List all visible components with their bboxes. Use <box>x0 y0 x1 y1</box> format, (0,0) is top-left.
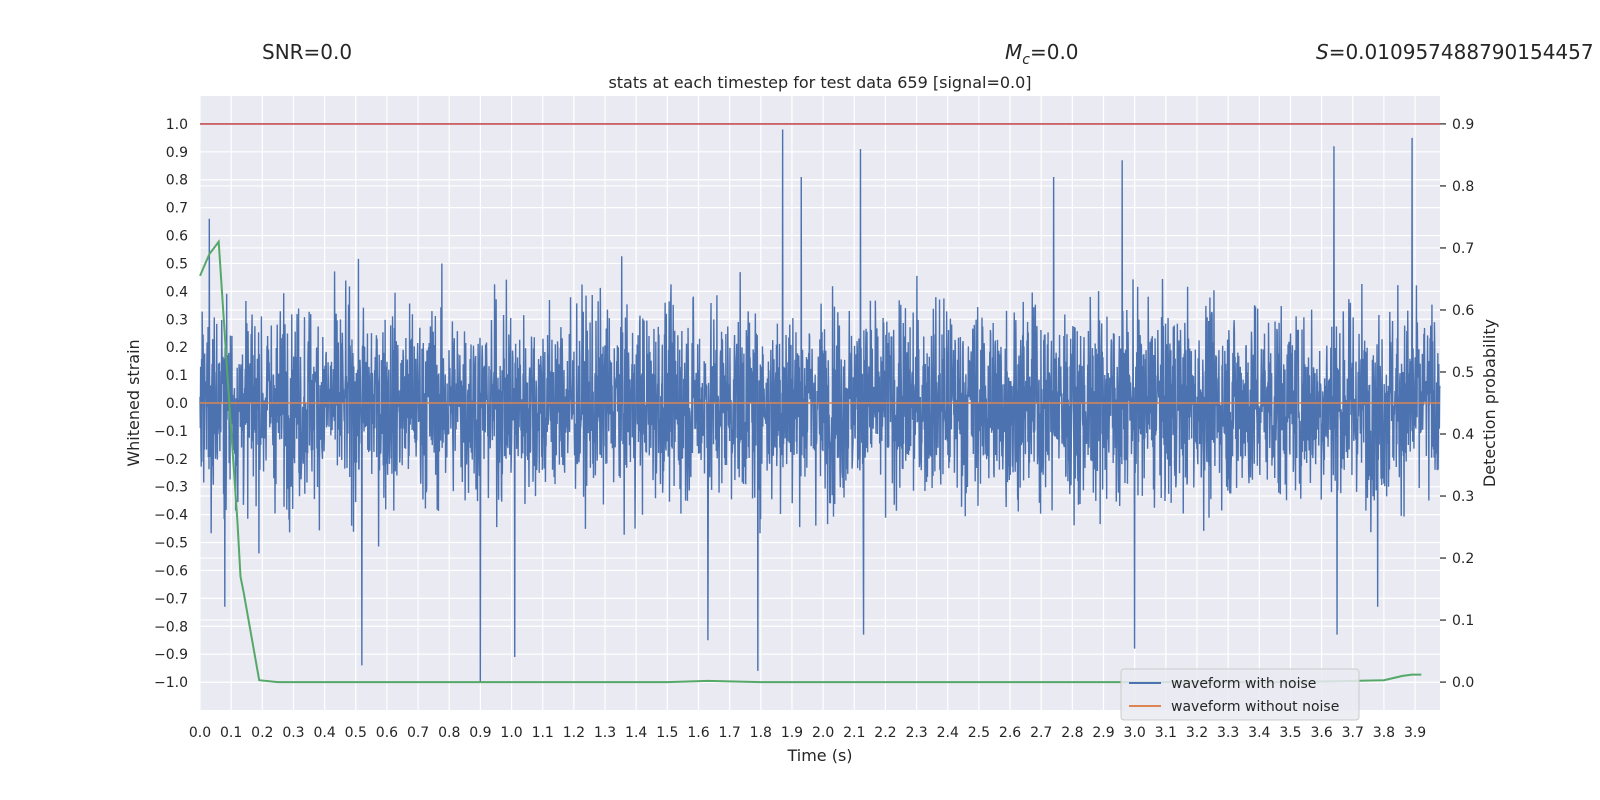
x-tick-label: 3.2 <box>1186 725 1208 741</box>
y2-tick-label: 0.1 <box>1452 613 1474 629</box>
y-tick-label: −0.9 <box>154 647 188 663</box>
y-tick-label: −0.7 <box>154 591 188 607</box>
x-tick-label: 1.6 <box>687 725 709 741</box>
x-tick-label: 1.3 <box>594 725 616 741</box>
x-tick-label: 0.3 <box>282 725 304 741</box>
y2-axis-label: Detection probability <box>1480 319 1499 487</box>
legend-label: waveform with noise <box>1171 676 1316 692</box>
x-tick-label: 0.0 <box>189 725 211 741</box>
y-tick-label: −0.2 <box>154 452 188 468</box>
x-tick-label: 1.7 <box>719 725 741 741</box>
y-tick-label: −0.3 <box>154 480 188 496</box>
y-tick-label: 0.8 <box>166 173 188 189</box>
grid <box>199 96 1440 710</box>
y-tick-label: 0.0 <box>166 396 188 412</box>
mc-subscript: c <box>1022 52 1030 68</box>
x-tick-label: 0.2 <box>251 725 273 741</box>
y-tick-label: −1.0 <box>154 675 188 691</box>
mc-value: =0.0 <box>1029 40 1079 64</box>
x-tick-label: 0.9 <box>469 725 491 741</box>
y2-tick-label: 0.4 <box>1452 427 1474 443</box>
x-tick-labels: 0.0 0.1 0.2 0.3 0.4 0.5 0.6 0.7 0.8 0.9 1.0 1.1 1.2 1… <box>189 725 1426 741</box>
y2-tick-label: 0.0 <box>1452 675 1474 691</box>
y-tick-label: −0.8 <box>154 619 188 635</box>
y-tick-label: −0.4 <box>154 508 188 524</box>
x-tick-label: 3.8 <box>1373 725 1395 741</box>
series-waveform-with-noise <box>199 129 1441 683</box>
y2-tick-label: 0.5 <box>1452 365 1474 381</box>
legend: waveform with noise waveform without nois… <box>1120 668 1360 721</box>
mc-symbol: M <box>1005 40 1023 64</box>
y-tick-label: −0.5 <box>154 536 188 552</box>
y-tick-label: 0.5 <box>166 256 188 272</box>
y-tick-labels: 1.0 0.9 0.8 0.7 0.6 0.5 0.4 0.3 0.2 0.1 0.0 −0.1 −0.… <box>154 117 188 691</box>
x-tick-label: 1.9 <box>781 725 803 741</box>
x-tick-label: 2.3 <box>905 725 927 741</box>
x-tick-label: 2.2 <box>874 725 896 741</box>
y2-tick-label: 0.2 <box>1452 551 1474 567</box>
x-tick-label: 2.5 <box>968 725 990 741</box>
x-tick-label: 1.1 <box>532 725 554 741</box>
y2-tick-label: 0.8 <box>1452 179 1474 195</box>
y-tick-label: 0.2 <box>166 340 188 356</box>
x-tick-label: 0.4 <box>313 725 335 741</box>
x-tick-label: 2.4 <box>937 725 959 741</box>
x-tick-label: 3.3 <box>1217 725 1239 741</box>
y2-tick-label: 0.6 <box>1452 303 1474 319</box>
s-value: =0.010957488790154457 <box>1328 40 1594 64</box>
x-tick-label: 1.4 <box>625 725 647 741</box>
x-tick-label: 1.0 <box>500 725 522 741</box>
y-axis-label: Whitened strain <box>124 339 143 466</box>
x-tick-label: 0.5 <box>345 725 367 741</box>
y-tick-label: 0.3 <box>166 312 188 328</box>
x-tick-label: 3.0 <box>1124 725 1146 741</box>
x-tick-label: 2.6 <box>999 725 1021 741</box>
x-tick-label: 1.5 <box>656 725 678 741</box>
x-tick-label: 3.4 <box>1248 725 1270 741</box>
legend-box <box>1120 668 1360 721</box>
legend-label: waveform without noise <box>1171 699 1339 715</box>
x-tick-label: 3.6 <box>1310 725 1332 741</box>
x-tick-label: 2.9 <box>1092 725 1114 741</box>
x-tick-label: 3.7 <box>1342 725 1364 741</box>
x-tick-label: 2.0 <box>812 725 834 741</box>
y-tick-label: 0.1 <box>166 368 188 384</box>
x-tick-label: 0.7 <box>407 725 429 741</box>
x-tick-label: 3.9 <box>1404 725 1426 741</box>
y-tick-label: 0.4 <box>166 284 188 300</box>
x-tick-label: 2.8 <box>1061 725 1083 741</box>
mc-label: Mc=0.0 <box>1005 40 1079 68</box>
y-tick-label: 0.6 <box>166 229 188 245</box>
y-tick-label: 1.0 <box>166 117 188 133</box>
chart-title: stats at each timestep for test data 659… <box>608 73 1031 92</box>
s-label: S=0.010957488790154457 <box>1316 40 1594 64</box>
x-tick-label: 1.8 <box>750 725 772 741</box>
y-tick-label: 0.7 <box>166 201 188 217</box>
x-tick-label: 3.5 <box>1279 725 1301 741</box>
y-tick-label: −0.1 <box>154 424 188 440</box>
y-tick-label: −0.6 <box>154 563 188 579</box>
x-tick-label: 2.7 <box>1030 725 1052 741</box>
y2-tick-label: 0.7 <box>1452 241 1474 257</box>
y2-tick-labels: 0.9 0.8 0.7 0.6 0.5 0.4 0.3 0.2 0.1 0.0 <box>1440 117 1474 691</box>
y2-tick-label: 0.3 <box>1452 489 1474 505</box>
x-tick-label: 0.6 <box>376 725 398 741</box>
x-tick-label: 3.1 <box>1155 725 1177 741</box>
y2-tick-label: 0.9 <box>1452 117 1474 133</box>
x-tick-label: 1.2 <box>563 725 585 741</box>
x-axis-label: Time (s) <box>786 746 852 765</box>
s-symbol: S <box>1316 40 1329 64</box>
x-tick-label: 0.1 <box>220 725 242 741</box>
x-tick-label: 0.8 <box>438 725 460 741</box>
y-tick-label: 0.9 <box>166 145 188 161</box>
x-tick-label: 2.1 <box>843 725 865 741</box>
snr-label: SNR=0.0 <box>262 40 353 64</box>
